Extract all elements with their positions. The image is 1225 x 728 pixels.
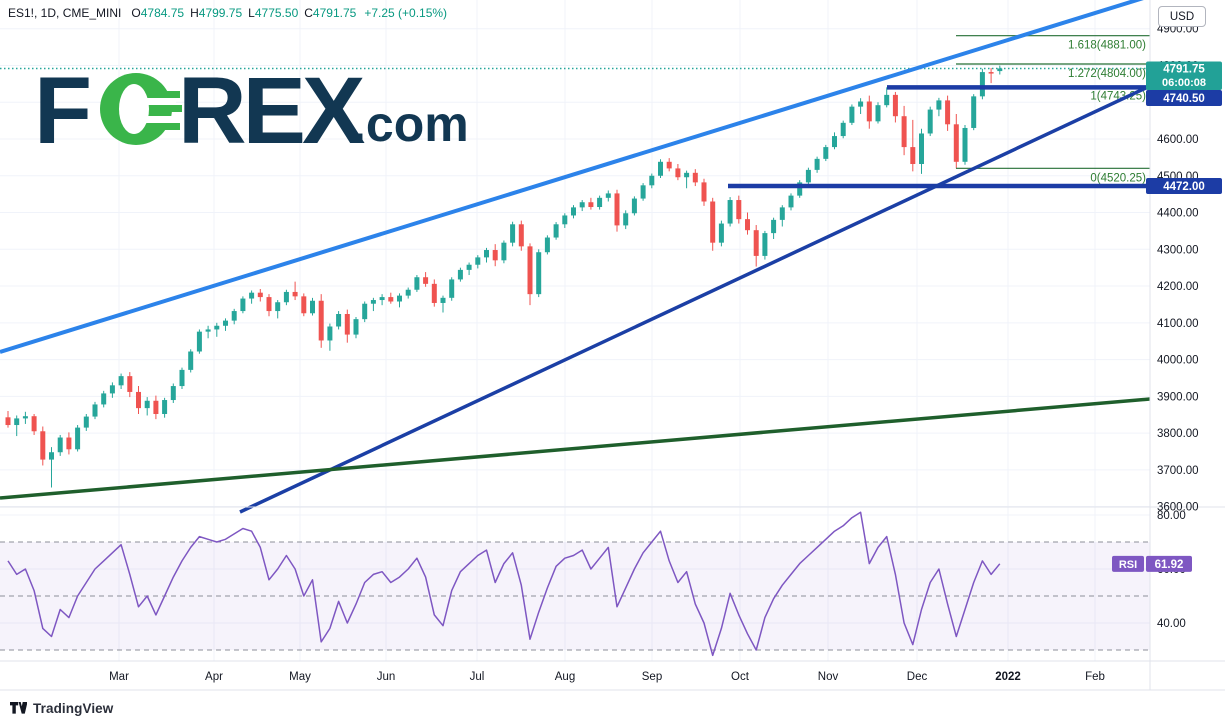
svg-text:61.92: 61.92	[1155, 559, 1184, 571]
time-tick-label: Jul	[470, 671, 485, 683]
svg-text:06:00:08: 06:00:08	[1162, 77, 1206, 89]
price-tick-label: 3700.00	[1157, 465, 1199, 477]
time-tick-label: Dec	[907, 671, 928, 683]
time-tick-label: Oct	[731, 671, 750, 683]
svg-text:RSI: RSI	[1119, 559, 1137, 571]
channel-top-trendline[interactable]	[0, 0, 1150, 354]
symbol-title[interactable]: ES1!, 1D, CME_MINI	[8, 6, 122, 20]
price-tick-label: 4400.00	[1157, 208, 1199, 220]
fib-level-label: 0(4520.25)	[1090, 172, 1146, 184]
price-tick-label: 4000.00	[1157, 355, 1199, 367]
tradingview-logo-icon	[10, 702, 27, 714]
currency-label[interactable]: USD	[1158, 6, 1206, 27]
time-tick-label: Sep	[642, 671, 662, 683]
price-tick-label: 4600.00	[1157, 134, 1199, 146]
rsi-band	[0, 541, 1150, 651]
svg-text:4472.00: 4472.00	[1163, 181, 1205, 193]
level-badge-4472	[1146, 178, 1222, 195]
pane-borders	[0, 0, 1225, 691]
rsi-value-badge	[1146, 555, 1192, 572]
time-axis[interactable]: Mar Apr May Jun Jul Aug Sep Oct Nov Dec 2022 Feb	[109, 671, 1105, 683]
forex-com-watermark: F REX.com	[34, 58, 469, 164]
long-term-support-trendline[interactable]	[0, 397, 1151, 500]
fib-level-label: 1.272(4804.00)	[1068, 68, 1146, 80]
forex-logo-o-icon	[100, 73, 182, 145]
tradingview-brand[interactable]: TradingView	[10, 701, 113, 716]
time-tick-label: Apr	[205, 671, 223, 683]
svg-text:.com: .com	[352, 96, 469, 152]
time-tick-label: 2022	[995, 671, 1021, 683]
price-tick-label: 4300.00	[1157, 244, 1199, 256]
time-tick-label: Nov	[818, 671, 839, 683]
currency-text: USD	[1169, 10, 1195, 23]
rsi-tick-label: 40.00	[1157, 618, 1186, 630]
svg-text:4791.75: 4791.75	[1163, 64, 1205, 76]
last-price-badge	[1146, 61, 1222, 91]
svg-text:4740.50: 4740.50	[1163, 93, 1205, 105]
price-tick-label: 4200.00	[1157, 281, 1199, 293]
ohlc-field-l: L4775.50	[248, 6, 299, 20]
rsi-name-badge	[1112, 555, 1144, 572]
candlestick-series[interactable]	[5, 65, 1003, 488]
rising-support-trendline[interactable]	[239, 84, 1151, 514]
time-tick-label: Jun	[377, 671, 396, 683]
tradingview-brand-text: TradingView	[33, 701, 114, 716]
ohlc-field-h: H4799.75	[190, 6, 243, 20]
symbol-legend[interactable]: ES1!, 1D, CME_MINI O4784.75 H4799.75 L4775.…	[8, 6, 447, 20]
ohlc-values: O4784.75 H4799.75 L4775.50 C4791.75	[131, 6, 362, 20]
change-value: +7.25 (+0.15%)	[364, 6, 448, 20]
price-tick-label: 3800.00	[1157, 428, 1199, 440]
rsi-line[interactable]	[7, 511, 1001, 657]
price-tick-label: 4100.00	[1157, 318, 1199, 330]
svg-text:REX: REX	[178, 58, 365, 164]
time-tick-label: Aug	[555, 671, 575, 683]
price-tick-label: 3600.00	[1157, 502, 1199, 514]
fib-extension-drawing[interactable]: 1.618(4881.00)1.272(4804.00)1(4743.25)0(…	[956, 35, 1150, 185]
rsi-tick-label: 80.00	[1157, 510, 1186, 522]
time-tick-label: May	[289, 671, 311, 683]
level-badge-4740	[1146, 90, 1222, 107]
ohlc-field-c: C4791.75	[304, 6, 357, 20]
time-tick-label: Mar	[109, 671, 129, 683]
svg-text:F: F	[34, 58, 89, 164]
ohlc-field-o: O4784.75	[131, 6, 185, 20]
price-axis[interactable]: 4900.004800.004700.004600.004500.004400.…	[1112, 24, 1222, 630]
fib-level-label: 1.618(4881.00)	[1068, 40, 1146, 52]
time-tick-label: Feb	[1085, 671, 1105, 683]
price-tick-label: 3900.00	[1157, 391, 1199, 403]
